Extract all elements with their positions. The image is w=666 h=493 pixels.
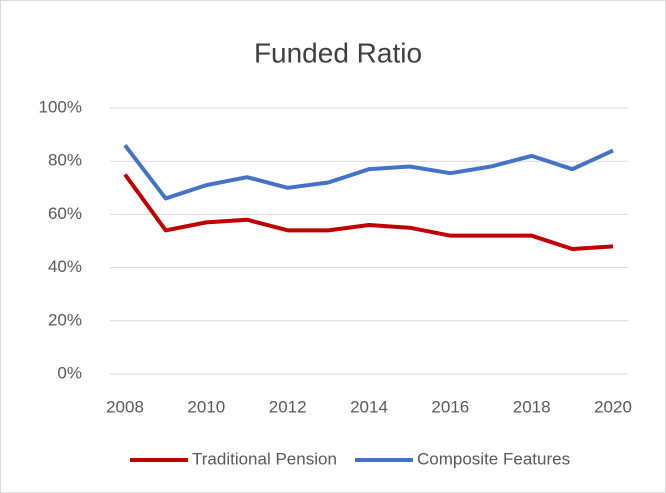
line-series bbox=[123, 173, 614, 251]
x-tick-label: 2012 bbox=[269, 397, 307, 416]
line-series bbox=[123, 144, 614, 201]
x-tick-label: 2016 bbox=[431, 397, 469, 416]
y-tick-label: 100% bbox=[39, 97, 82, 116]
x-tick-label: 2014 bbox=[350, 397, 388, 416]
y-tick-label: 0% bbox=[57, 363, 82, 382]
y-tick-label: 80% bbox=[48, 151, 82, 170]
x-tick-label: 2010 bbox=[187, 397, 225, 416]
y-tick-label: 20% bbox=[48, 310, 82, 329]
y-tick-label: 60% bbox=[48, 204, 82, 223]
chart-title: Funded Ratio bbox=[254, 37, 422, 68]
y-tick-label: 40% bbox=[48, 257, 82, 276]
x-tick-label: 2018 bbox=[513, 397, 551, 416]
legend-label: Composite Features bbox=[417, 449, 570, 468]
legend-label: Traditional Pension bbox=[192, 449, 337, 468]
x-tick-label: 2008 bbox=[106, 397, 144, 416]
x-tick-label: 2020 bbox=[594, 397, 632, 416]
